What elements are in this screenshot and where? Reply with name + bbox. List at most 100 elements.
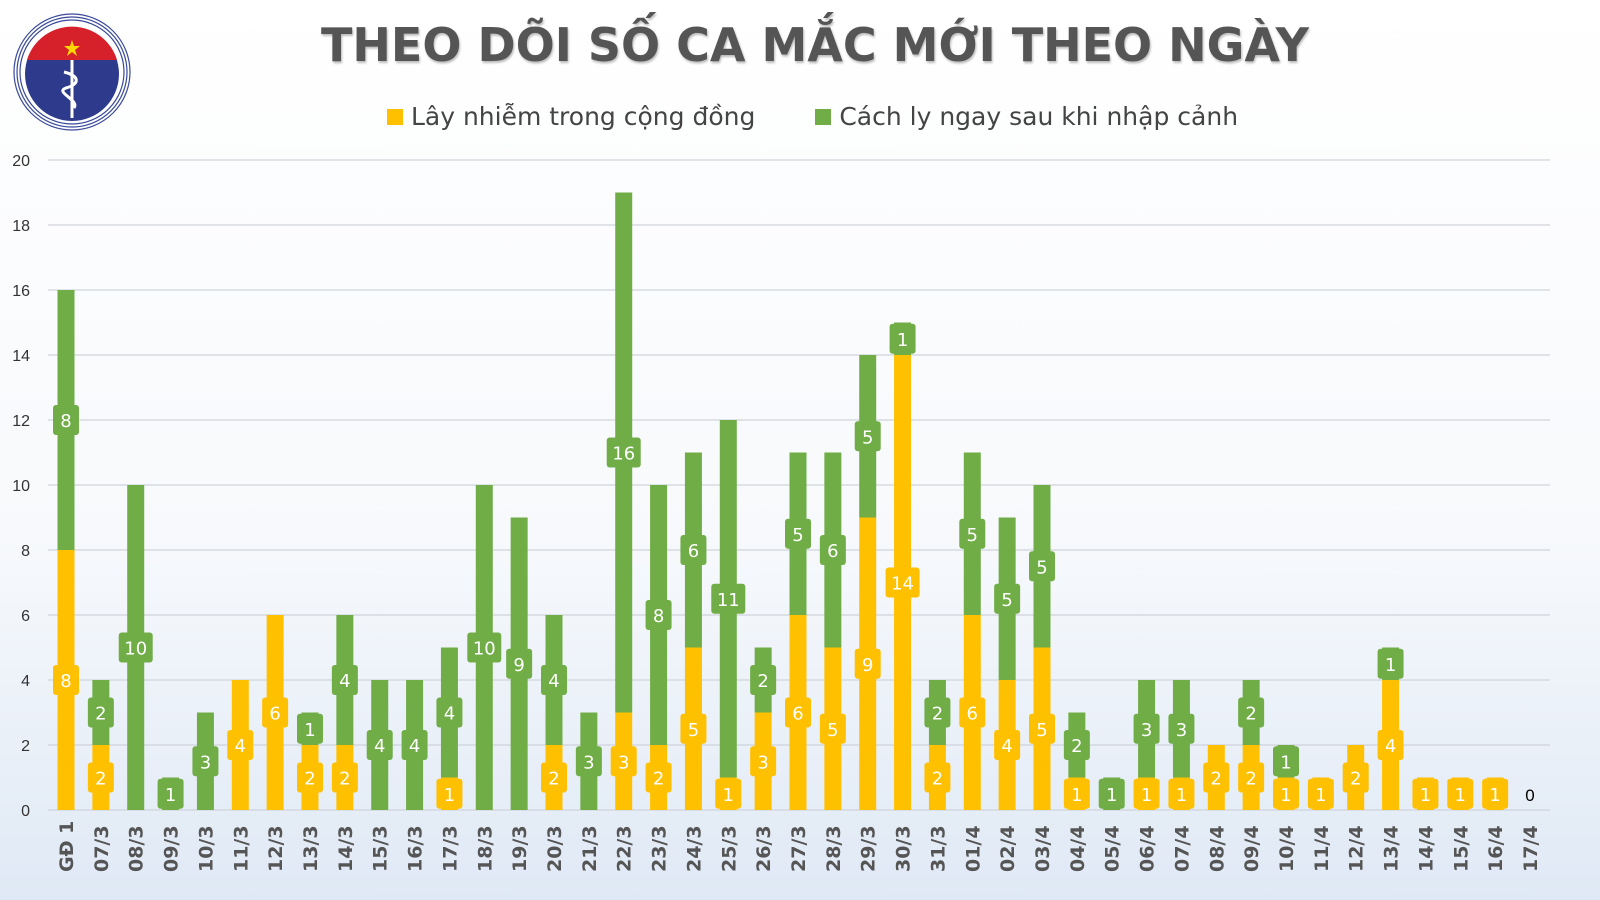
data-label: 1 — [1420, 785, 1431, 806]
data-label: 2 — [95, 704, 106, 725]
x-tick-label: 25/3 — [718, 825, 740, 872]
data-label-box — [331, 665, 358, 695]
data-label: 1 — [1280, 752, 1291, 773]
data-label-box — [885, 567, 920, 598]
x-tick-label: 30/3 — [893, 825, 915, 872]
data-label-box — [575, 746, 602, 777]
y-tick-label: 8 — [21, 543, 30, 560]
data-label-box — [819, 713, 846, 744]
data-label-box — [606, 437, 641, 468]
data-label-box — [1063, 778, 1090, 809]
data-label-box — [750, 665, 777, 695]
data-label: 1 — [723, 785, 734, 806]
x-tick-label: 09/4 — [1241, 825, 1263, 872]
data-label: 2 — [548, 769, 559, 790]
data-label: 2 — [304, 769, 315, 790]
data-label-box — [192, 746, 219, 777]
data-label-box — [1273, 778, 1299, 809]
data-label-box — [506, 648, 533, 679]
data-label: 3 — [200, 752, 211, 773]
data-label-box — [436, 778, 463, 809]
data-label-box — [1098, 778, 1125, 809]
data-label: 5 — [827, 720, 838, 741]
data-label: 9 — [862, 655, 873, 676]
data-label-box — [785, 518, 811, 549]
data-label: 2 — [1245, 704, 1256, 725]
data-label-box — [610, 746, 637, 777]
data-label-box — [1377, 730, 1404, 760]
x-tick-label: 13/3 — [300, 825, 322, 872]
data-label-box — [1238, 762, 1265, 793]
data-label: 1 — [1315, 785, 1326, 806]
data-label-box — [645, 600, 672, 630]
x-tick-label: 18/3 — [474, 825, 496, 872]
data-label-box — [1342, 762, 1369, 793]
data-label-box — [1307, 778, 1334, 809]
data-label-box — [750, 746, 777, 777]
legend-swatch-yellow — [386, 108, 403, 125]
x-tick-label: 26/3 — [753, 825, 775, 872]
y-tick-label: 12 — [12, 413, 30, 430]
x-tick-label: 11/3 — [230, 825, 252, 872]
data-label: 1 — [1106, 785, 1117, 806]
data-label-box — [1377, 648, 1404, 679]
data-label-box — [711, 583, 746, 614]
x-tick-label: 09/3 — [161, 825, 183, 872]
data-label-box — [227, 730, 254, 760]
data-label-box — [1133, 778, 1160, 809]
x-tick-label: 11/4 — [1311, 825, 1333, 872]
x-tick-label: 24/3 — [683, 825, 705, 872]
data-label: 2 — [1350, 769, 1361, 790]
data-label: 5 — [792, 525, 803, 546]
data-label-box — [645, 762, 672, 793]
data-label-box — [819, 535, 846, 565]
data-label: 4 — [1001, 736, 1012, 757]
legend-swatch-green — [815, 108, 832, 125]
data-label: 1 — [1071, 785, 1082, 806]
data-label-box — [1203, 762, 1230, 793]
data-label: 2 — [95, 769, 106, 790]
data-label-box — [854, 648, 881, 679]
data-label-box — [924, 762, 951, 793]
legend-item-quarantine: Cách ly ngay sau khi nhập cảnh — [815, 102, 1238, 131]
data-label-box — [87, 697, 114, 728]
data-label: 3 — [1176, 720, 1187, 741]
x-tick-label: 15/3 — [370, 825, 392, 872]
ministry-of-health-logo — [10, 10, 134, 138]
data-label-box — [680, 535, 707, 565]
x-tick-label: 16/4 — [1485, 825, 1507, 872]
data-label: 1 — [304, 720, 315, 741]
x-tick-label: 10/4 — [1276, 825, 1298, 872]
data-label: 1 — [897, 330, 908, 351]
data-label-box — [1029, 551, 1055, 582]
legend-label: Lây nhiễm trong cộng đồng — [410, 102, 756, 131]
x-tick-label: 08/3 — [126, 825, 148, 872]
data-label-box — [1447, 778, 1474, 809]
data-label: 3 — [583, 752, 594, 773]
data-label: 6 — [827, 541, 838, 562]
x-tick-label: 03/4 — [1032, 825, 1054, 872]
data-label: 4 — [235, 736, 246, 757]
data-label-box — [1412, 778, 1439, 809]
data-label-box — [1029, 713, 1055, 744]
data-label: 6 — [792, 704, 803, 725]
data-label: 2 — [1211, 769, 1222, 790]
data-label: 4 — [548, 671, 559, 692]
x-tick-label: 10/3 — [195, 825, 217, 872]
x-tick-label: 20/3 — [544, 825, 566, 872]
data-label-box — [1238, 697, 1265, 728]
x-tick-label: 21/3 — [579, 825, 601, 872]
data-label: 4 — [444, 704, 455, 725]
data-label: 5 — [1036, 720, 1047, 741]
data-label-box — [924, 697, 951, 728]
x-tick-label: 04/4 — [1067, 825, 1089, 872]
data-label-box — [1273, 746, 1299, 777]
data-label-box — [118, 632, 153, 663]
y-tick-label: 14 — [12, 348, 30, 365]
data-label: 5 — [688, 720, 699, 741]
data-label-box — [994, 730, 1021, 760]
data-label: 2 — [1245, 769, 1256, 790]
data-label-box — [959, 697, 986, 728]
data-label-box — [541, 665, 567, 695]
